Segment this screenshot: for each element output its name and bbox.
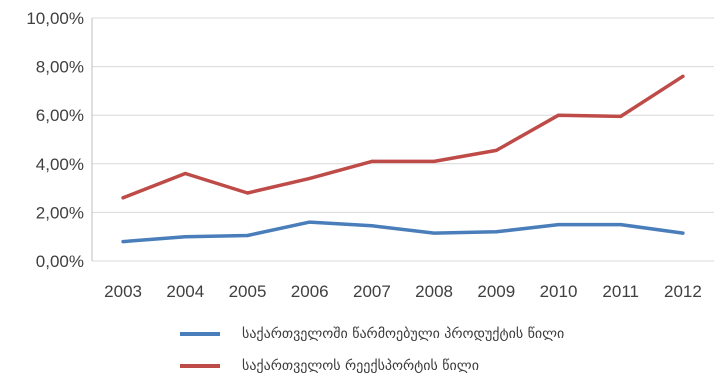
x-tick-label: 2012 bbox=[664, 282, 702, 301]
legend-swatch-red bbox=[180, 364, 220, 368]
data-point bbox=[308, 220, 312, 224]
data-point bbox=[681, 231, 685, 235]
legend: საქართველოში წარმოებული პროდუქტის წილი ს… bbox=[180, 318, 564, 382]
data-point bbox=[494, 230, 498, 234]
data-point bbox=[556, 222, 561, 227]
data-point bbox=[183, 171, 187, 176]
legend-item-domestic-product: საქართველოში წარმოებული პროდუქტის წილი bbox=[180, 318, 564, 350]
data-point bbox=[308, 176, 312, 180]
data-point bbox=[121, 239, 125, 244]
x-tick-label: 2009 bbox=[477, 282, 515, 301]
x-tick-label: 2005 bbox=[229, 282, 267, 301]
legend-item-reexport: საქართველოს რეექსპორტის წილი bbox=[180, 350, 564, 382]
y-tick-label: 10,00% bbox=[26, 9, 84, 28]
series-lines bbox=[121, 74, 685, 244]
data-point bbox=[681, 74, 685, 78]
series-line-1 bbox=[121, 74, 685, 200]
x-tick-label: 2008 bbox=[415, 282, 453, 301]
data-point bbox=[245, 233, 250, 238]
data-point bbox=[432, 159, 436, 163]
y-tick-label: 4,00% bbox=[36, 155, 84, 174]
gridlines bbox=[91, 17, 714, 262]
data-point bbox=[432, 231, 436, 235]
y-tick-label: 8,00% bbox=[36, 58, 84, 77]
series-line-0 bbox=[121, 220, 685, 244]
data-point bbox=[183, 235, 187, 239]
x-tick-label: 2010 bbox=[540, 282, 578, 301]
data-point bbox=[619, 222, 623, 227]
data-point bbox=[370, 159, 374, 163]
y-tick-label: 0,00% bbox=[36, 252, 84, 271]
data-point bbox=[619, 114, 623, 119]
x-tick-label: 2007 bbox=[353, 282, 391, 301]
data-point bbox=[494, 148, 498, 153]
x-tick-label: 2006 bbox=[291, 282, 329, 301]
data-point bbox=[245, 191, 250, 195]
data-point bbox=[556, 113, 561, 117]
x-tick-label: 2011 bbox=[602, 282, 639, 301]
x-tick-label: 2003 bbox=[104, 282, 142, 301]
legend-label: საქართველოს რეექსპორტის წილი bbox=[242, 358, 479, 374]
y-tick-label: 2,00% bbox=[36, 203, 84, 222]
legend-swatch-blue bbox=[180, 332, 220, 336]
x-tick-label: 2004 bbox=[166, 282, 204, 301]
line-chart: 0,00% 2,00% 4,00% 6,00% 8,00% 10,00% 2003 2004… bbox=[26, 9, 714, 301]
y-tick-label: 6,00% bbox=[36, 106, 84, 125]
data-point bbox=[370, 224, 374, 228]
y-axis-ticks: 0,00% 2,00% 4,00% 6,00% 8,00% 10,00% bbox=[26, 9, 84, 271]
x-axis-ticks: 2003 2004 2005 2006 2007 2008 2009 2010 2011 2012 bbox=[104, 282, 702, 301]
legend-label: საქართველოში წარმოებული პროდუქტის წილი bbox=[242, 326, 565, 342]
data-point bbox=[121, 196, 125, 200]
